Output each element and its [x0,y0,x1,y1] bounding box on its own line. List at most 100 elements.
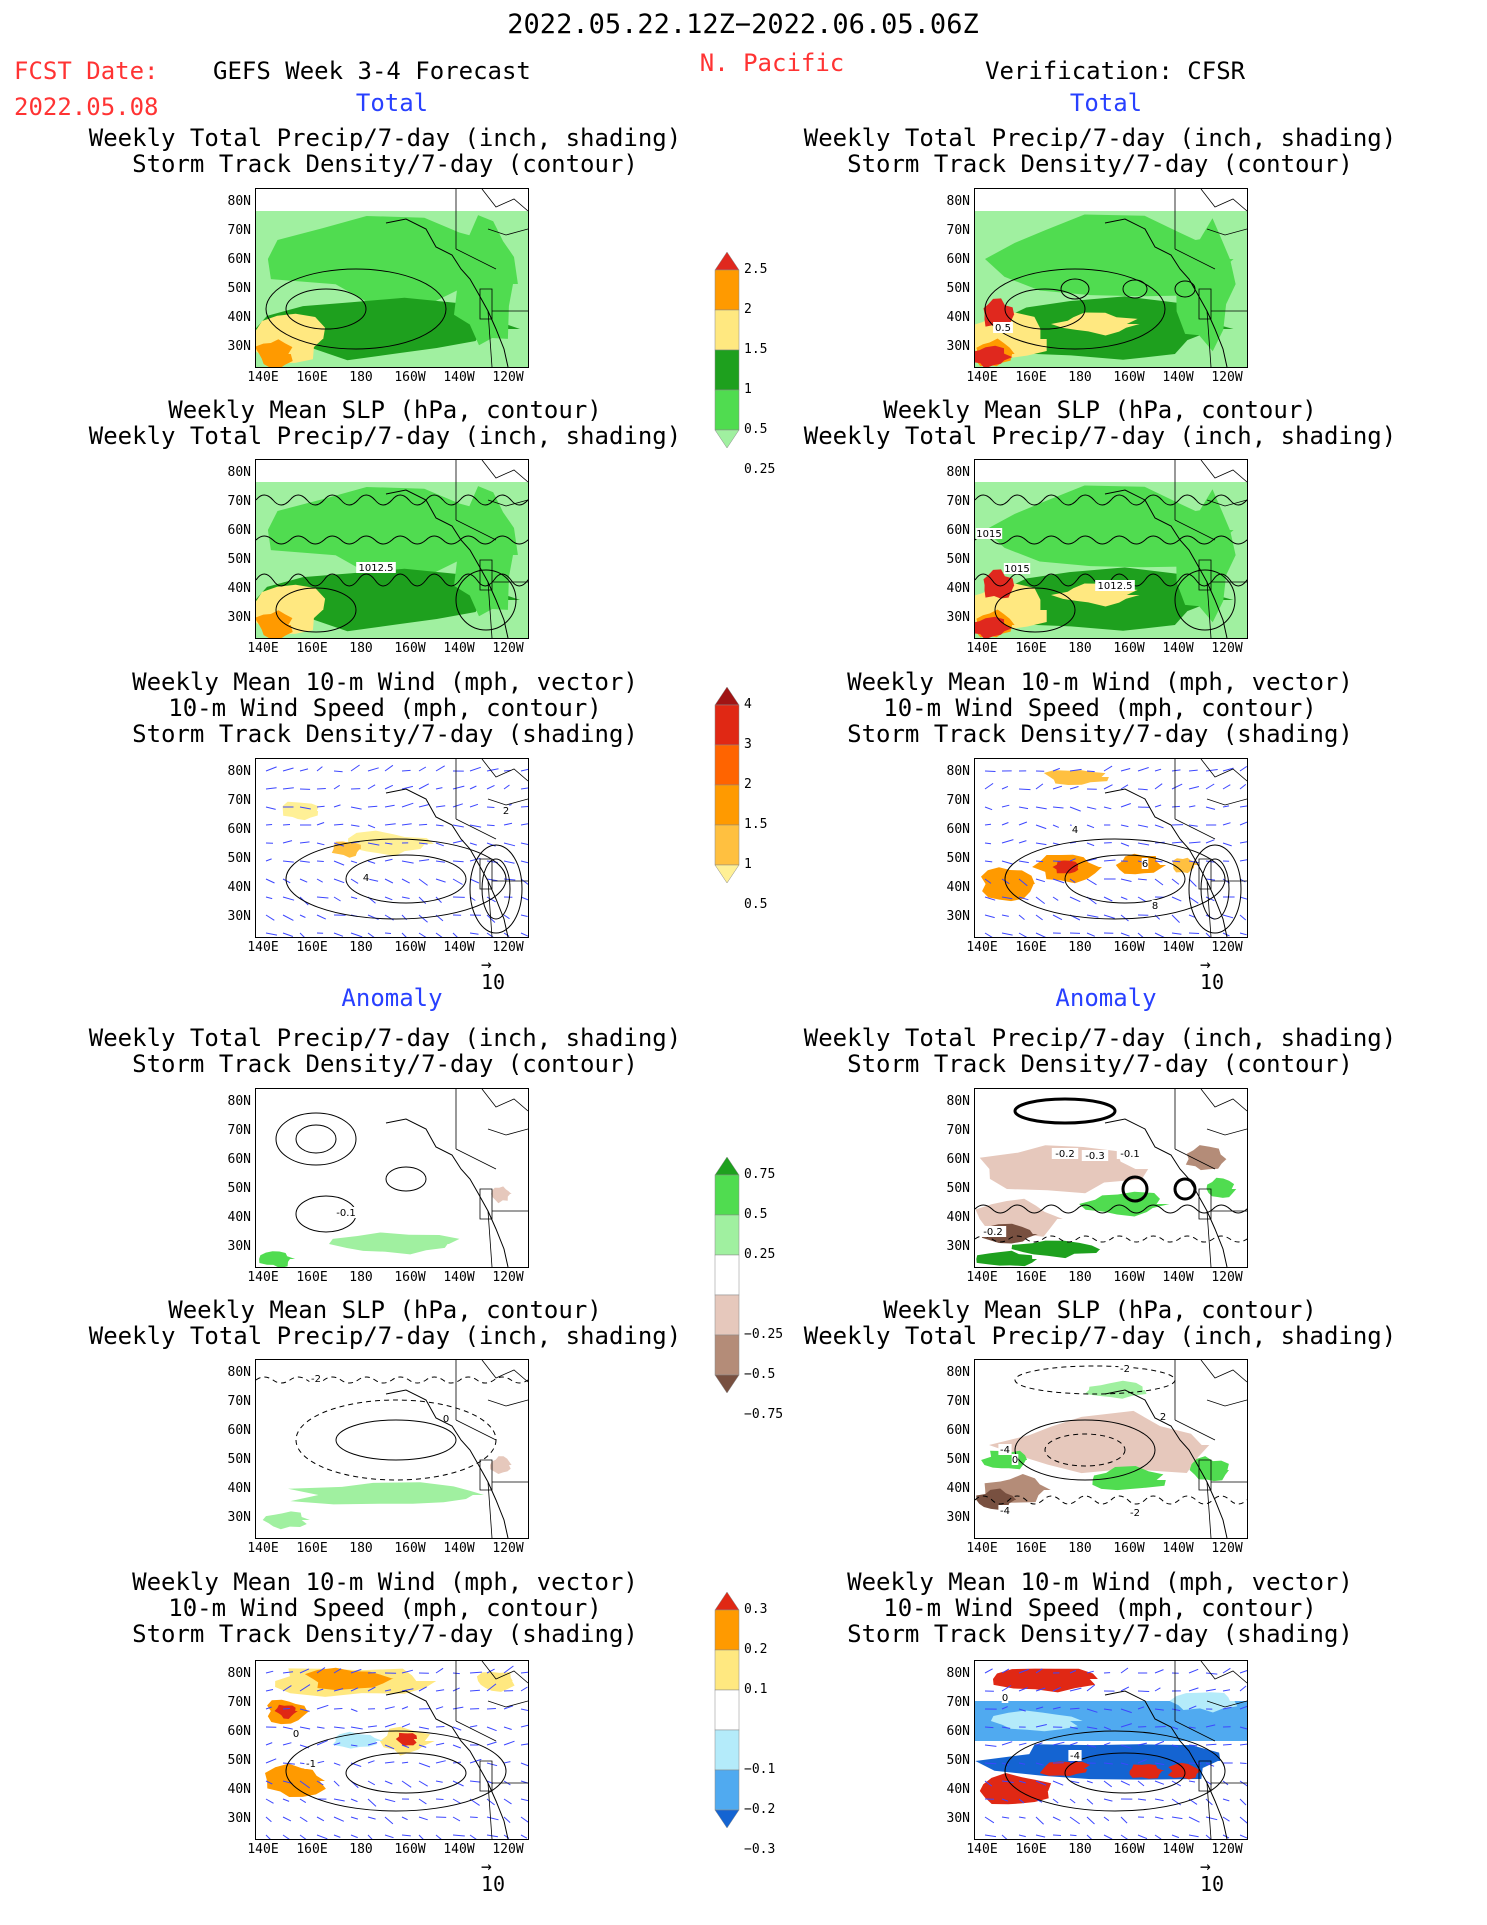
wind-vector [469,824,482,828]
lat-tick-label: 50N [946,1452,970,1467]
wind-vector [1035,1668,1043,1674]
wind-vector [452,840,464,844]
map-panel: 0 -4 [974,1660,1248,1840]
wind-vector [1103,1708,1112,1711]
wind-vector [1035,842,1047,846]
panel-title-line: Weekly Mean 10-m Wind (mph, vector) [132,668,638,696]
lat-tick-label: 50N [946,851,970,866]
wind-vector [1018,878,1028,887]
wind-vector [1069,1707,1080,1710]
wind-vector [333,770,343,773]
lat-tick-label: 80N [227,1094,251,1109]
wind-vector [1239,1816,1247,1824]
wind-vector [265,787,277,790]
wind-vector [520,932,528,937]
wind-vector [350,806,362,810]
wind-vector [282,896,295,901]
wind-vector [435,1742,445,1746]
map-panel: 0 -1 [255,1660,529,1840]
wind-vector [1120,1816,1128,1824]
lat-tick-label: 80N [227,465,251,480]
wind-vector [1222,822,1231,826]
lon-tick-label: 120W [492,641,524,656]
colorbar-cap [714,864,740,884]
wind-vector [1069,1816,1080,1825]
lon-tick-label: 120W [1211,370,1243,385]
arctic-coast [481,1661,528,1708]
wind-vector [1001,1685,1012,1692]
track-anom-pos [274,1704,298,1719]
wind-vector [503,932,510,937]
wind-vector [367,878,379,882]
wind-vector [1239,1780,1247,1787]
wind-vector [418,1686,427,1692]
wind-vector [316,1688,324,1692]
coastline [385,1118,509,1267]
vector-scale-value: 10 [1200,970,1225,994]
vector-scale: → 10 [1200,954,1225,995]
wind-vector [384,1723,396,1728]
wind-vector [1018,1742,1027,1746]
wind-vector [984,1726,994,1729]
wind-vector [1035,806,1047,810]
contour-label-bg [292,1728,300,1739]
wind-vector [384,1761,395,1764]
wind-vector [418,823,428,826]
border-lines [455,1360,528,1538]
contour-label: -0.3 [1085,1151,1105,1162]
lat-tick-label: 70N [946,1695,970,1710]
wind-vector [1188,896,1199,904]
lon-tick-label: 160E [1015,1842,1047,1857]
wind-vector [469,1780,481,1783]
colorbar-segment [714,269,740,311]
colorbar-label: 4 [744,697,752,712]
lat-tick-label: 70N [946,494,970,509]
wind-vector [520,1762,528,1767]
coastline [1104,218,1228,367]
lon-tick-label: 140W [1162,1842,1194,1857]
wind-vector [316,822,325,826]
wind-vector [984,782,994,790]
lon-tick-label: 160W [394,1842,426,1857]
border-lines [1174,759,1247,937]
wind-vector [452,1816,461,1822]
panel-title-line: Weekly Mean 10-m Wind (mph, vector) [847,668,1353,696]
wind-vector [1018,914,1025,920]
wind-vector [1035,896,1046,904]
anom-precip-wet [1206,1177,1237,1198]
lat-tick-label: 80N [946,465,970,480]
border-lines [455,460,528,638]
wind-vector [384,1744,395,1750]
wind-vector [316,1834,328,1839]
wind-vector [1154,1669,1164,1674]
colorbar-precip_anom [714,1156,740,1394]
colorbar-label: 1.5 [744,342,768,357]
wind-vector [435,1780,443,1783]
lat-tick-label: 40N [946,1782,970,1797]
contour-label: 2 [503,806,509,817]
wind-vector [452,1744,461,1749]
wind-vector [265,1816,272,1823]
lat-tick-label: 70N [227,793,251,808]
wind-anom-contour [345,1752,467,1794]
lat-tick-label: 60N [946,523,970,538]
wind-vector [1188,1726,1196,1729]
wind-vector [333,860,345,866]
wind-vector [1205,839,1215,844]
slp-high-contour [1174,569,1236,631]
wind-vector [1035,1724,1047,1728]
contour-label-bg [1068,1750,1082,1761]
wind-vector [984,770,996,772]
wind-vector [1171,860,1181,863]
wind-vector [1154,1816,1164,1820]
contour-label-bg [1071,824,1079,835]
anom-precip-dry [976,1488,1017,1510]
wind-vector [333,784,340,790]
lat-tick-label: 40N [227,581,251,596]
colorbar-segment [714,1174,740,1216]
wind-vector [1171,1834,1180,1839]
wind-vector [418,1762,431,1768]
colorbar-segment [714,1334,740,1376]
wind-vector [1001,1668,1010,1674]
wind-vector [520,768,528,772]
